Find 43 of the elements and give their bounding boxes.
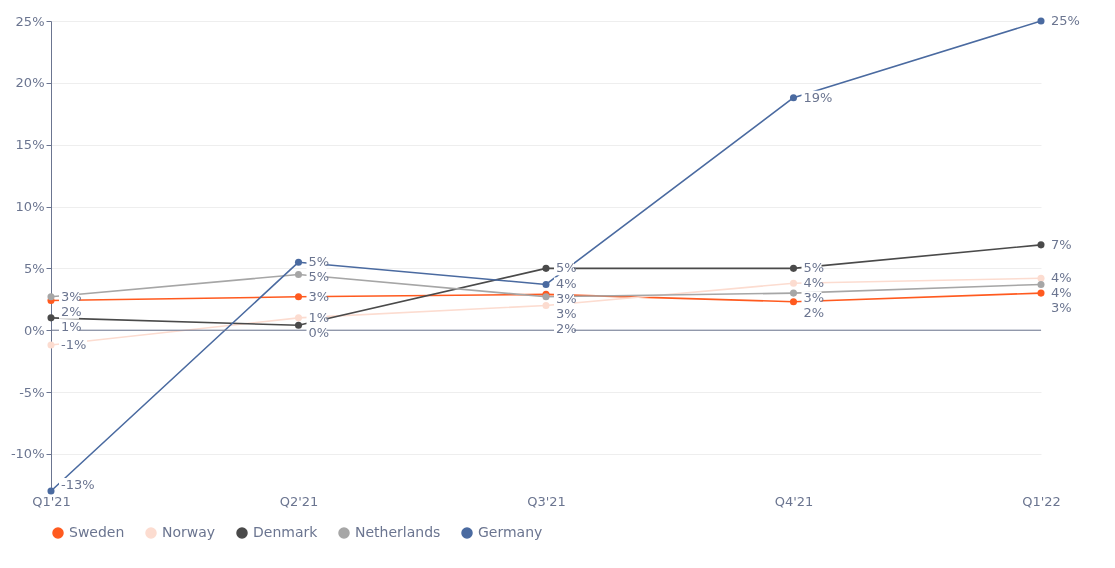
data-label: 25% xyxy=(1051,13,1080,28)
data-label: 2% xyxy=(61,303,82,319)
data-label: 4% xyxy=(1051,285,1072,301)
legend-label: Germany xyxy=(478,524,543,540)
data-label: 2% xyxy=(556,321,577,337)
data-label: 3% xyxy=(1051,300,1072,316)
y-tick-label: 15% xyxy=(15,137,45,153)
data-label: 3% xyxy=(556,306,577,322)
data-label: 19% xyxy=(803,89,833,105)
data-label: 1% xyxy=(308,309,330,325)
x-tick-label: Q4'21 xyxy=(774,493,814,509)
y-tick-label: 10% xyxy=(15,199,45,215)
y-tick-label: 25% xyxy=(15,13,45,29)
x-tick-label: Q3'21 xyxy=(527,493,566,509)
y-tick-label: 20% xyxy=(15,75,45,91)
data-label: 3% xyxy=(61,288,82,304)
y-tick-label: 0% xyxy=(23,322,45,338)
y-tick-label: -10% xyxy=(10,446,45,462)
data-label: 5% xyxy=(556,260,577,276)
data-label: 0% xyxy=(308,324,330,340)
data-label: 5% xyxy=(308,269,330,285)
data-label: 4% xyxy=(803,275,825,291)
y-tick-label: 5% xyxy=(23,260,45,276)
data-label: 7% xyxy=(1051,236,1072,252)
data-label: 3% xyxy=(556,291,577,307)
x-tick-label: Q1'21 xyxy=(32,493,71,509)
data-label: 1% xyxy=(61,318,82,334)
data-label: 2% xyxy=(803,305,825,321)
data-label: 3% xyxy=(308,288,330,304)
x-tick-label: Q1'22 xyxy=(1022,493,1061,509)
data-label: 4% xyxy=(556,276,577,292)
x-tick-label: Q2'21 xyxy=(279,493,319,509)
data-label: -1% xyxy=(61,337,87,353)
y-tick-label: -5% xyxy=(19,384,45,400)
legend-label: Norway xyxy=(162,524,216,540)
legend-label: Denmark xyxy=(253,524,319,540)
data-label: 5% xyxy=(308,254,330,270)
data-label: 4% xyxy=(1051,270,1072,286)
legend-label: Sweden xyxy=(69,524,125,540)
data-label: 5% xyxy=(803,260,825,276)
data-label: -13% xyxy=(61,477,95,492)
data-label: 3% xyxy=(803,290,825,306)
legend-label: Netherlands xyxy=(355,524,441,540)
